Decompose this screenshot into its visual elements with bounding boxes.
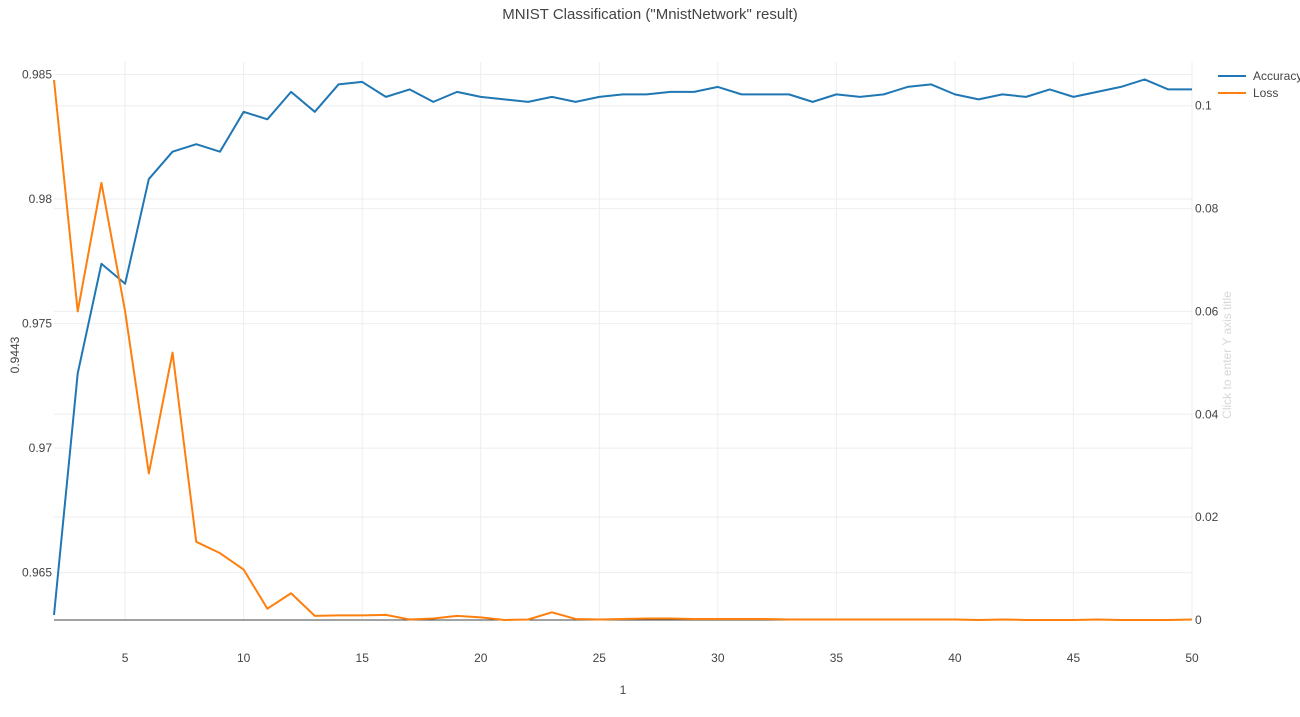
y-tick-label: 0.97: [29, 441, 53, 455]
y-tick-label: 0.98: [29, 192, 53, 206]
x-tick-label: 45: [1067, 651, 1081, 665]
y2-tick-label: 0.08: [1195, 202, 1219, 216]
legend-item-accuracy[interactable]: Accuracy: [1218, 69, 1300, 83]
y2-tick-label: 0.1: [1195, 99, 1212, 113]
x-tick-label: 20: [474, 651, 488, 665]
y2-tick-label: 0: [1195, 613, 1202, 627]
x-tick-label: 50: [1185, 651, 1199, 665]
y-tick-label: 0.965: [22, 566, 52, 580]
x-tick-label: 15: [356, 651, 370, 665]
x-tick-label: 30: [711, 651, 725, 665]
x-tick-label: 35: [830, 651, 844, 665]
x-tick-label: 40: [948, 651, 962, 665]
legend-label: Loss: [1253, 86, 1278, 100]
y-tick-label: 0.985: [22, 67, 52, 81]
legend-label: Accuracy: [1253, 69, 1300, 83]
x-tick-label: 25: [593, 651, 607, 665]
series-line-loss[interactable]: [53, 79, 1193, 621]
axes: 5 10 15 20 25 30 35 40 45 50 0.965 0.97 0.975 0.98 0.9…: [22, 67, 1219, 665]
x-tick-label: 5: [122, 651, 129, 665]
y2-tick-label: 0.06: [1195, 304, 1219, 318]
series-line-accuracy[interactable]: [53, 78, 1192, 616]
legend-item-loss[interactable]: Loss: [1218, 86, 1278, 100]
grid-lines: [54, 62, 1193, 621]
x-axis-title[interactable]: 1: [620, 683, 627, 697]
x-tick-label: 10: [237, 651, 251, 665]
y-tick-label: 0.975: [22, 317, 52, 331]
y2-tick-label: 0.04: [1195, 407, 1219, 421]
y2-axis-title-placeholder[interactable]: Click to enter Y axis title: [1220, 291, 1234, 419]
series-lines: [53, 78, 1193, 621]
y2-tick-label: 0.02: [1195, 510, 1219, 524]
chart-title: MNIST Classification ("MnistNetwork" res…: [502, 6, 797, 23]
y-axis-title[interactable]: 0.9443: [8, 336, 22, 373]
legend[interactable]: Accuracy Loss: [1218, 69, 1300, 100]
